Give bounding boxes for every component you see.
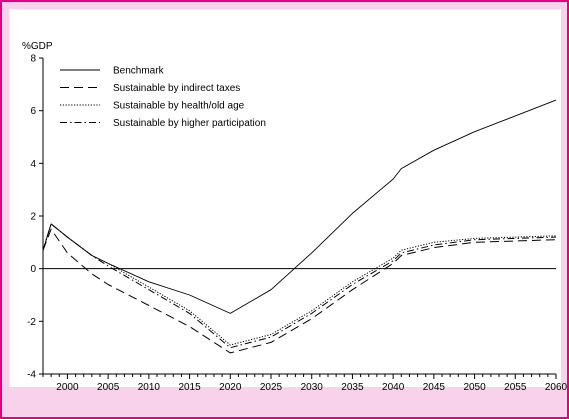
y-tick-label: 2 xyxy=(30,212,36,223)
legend-label: Sustainable by higher participation xyxy=(113,118,266,129)
x-tick-label: 2040 xyxy=(382,382,405,393)
x-tick-label: 2045 xyxy=(423,382,446,393)
x-tick-label: 2005 xyxy=(97,382,120,393)
legend-label: Benchmark xyxy=(113,66,165,77)
x-tick-label: 2010 xyxy=(138,382,161,393)
y-tick-label: 8 xyxy=(30,54,36,65)
y-tick-label: 6 xyxy=(30,106,36,117)
axes: -4 -2 0 2 4 6 8 2000 2005 2010 2015 2020 2025 2030 203… xyxy=(27,54,567,394)
series-line-3 xyxy=(42,223,557,346)
x-tick-label: 2055 xyxy=(504,382,527,393)
series-line-2 xyxy=(42,228,557,354)
x-tick-label: 2015 xyxy=(178,382,201,393)
y-tick-label: 0 xyxy=(30,264,36,275)
x-tick-label: 2050 xyxy=(463,382,486,393)
legend-label: Sustainable by health/old age xyxy=(113,101,245,112)
y-unit-label: %GDP xyxy=(22,41,53,52)
x-tick-label: 2020 xyxy=(219,382,242,393)
y-tick-label: -2 xyxy=(27,317,36,328)
legend-label: Sustainable by indirect taxes xyxy=(113,83,240,94)
x-tick-label: 2035 xyxy=(341,382,364,393)
series-layer xyxy=(42,99,557,354)
series-line-4 xyxy=(42,223,557,349)
y-tick-label: -4 xyxy=(27,370,36,381)
x-tick-label: 2030 xyxy=(301,382,324,393)
legend: Benchmark Sustainable by indirect taxes Su… xyxy=(60,66,266,129)
inner-panel xyxy=(9,9,561,387)
x-tick-label: 2025 xyxy=(260,382,283,393)
y-tick-label: 4 xyxy=(30,159,36,170)
x-tick-label: 2060 xyxy=(545,382,568,393)
x-tick-label: 2000 xyxy=(56,382,79,393)
